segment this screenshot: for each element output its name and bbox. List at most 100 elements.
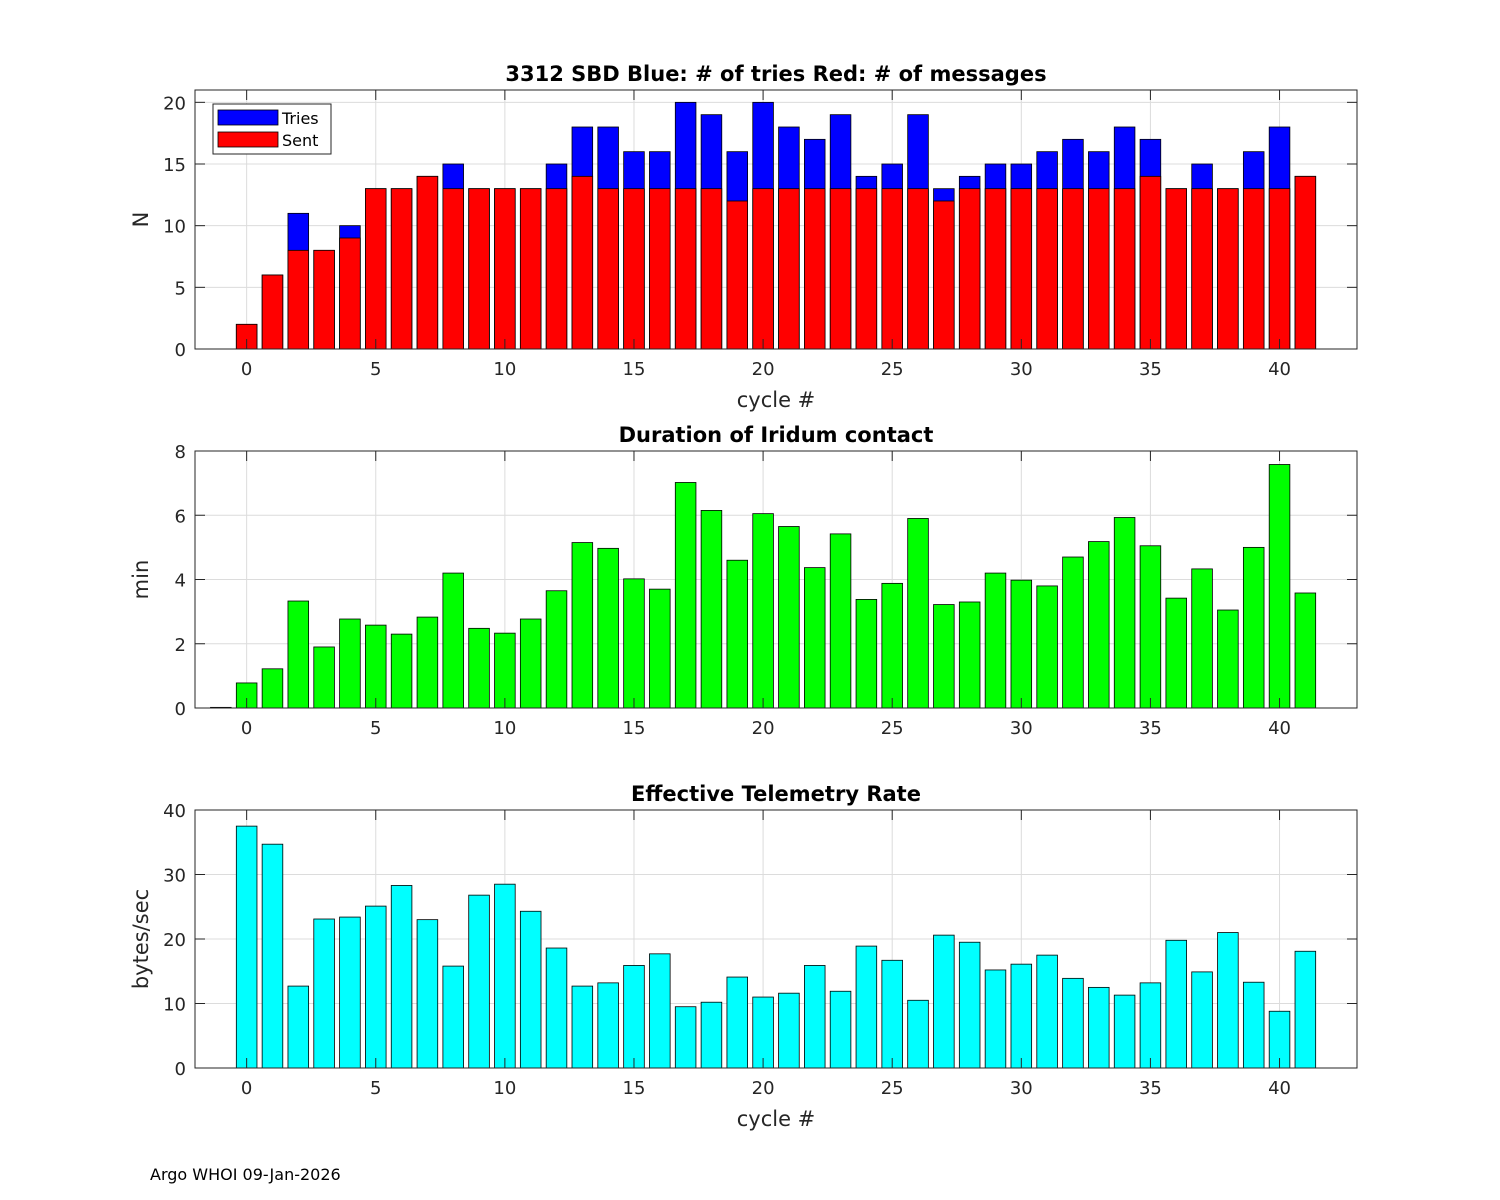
bar — [442, 572, 464, 709]
x-tick-label: 35 — [1139, 718, 1162, 739]
bar — [907, 999, 929, 1069]
bar — [1036, 585, 1058, 709]
x-tick-label: 15 — [623, 359, 646, 380]
bar — [933, 934, 955, 1069]
bar — [571, 542, 594, 709]
bar-sent — [907, 188, 929, 350]
y-axis-label: bytes/sec — [129, 889, 153, 989]
bar — [804, 965, 826, 1069]
bar — [1165, 939, 1187, 1069]
bar — [1242, 981, 1265, 1069]
bar — [390, 885, 413, 1069]
bar-sent — [855, 188, 878, 350]
bar — [1217, 932, 1239, 1069]
bar — [855, 945, 878, 1069]
bar-sent — [545, 188, 568, 350]
bar-sent — [1036, 188, 1058, 350]
x-tick-label: 20 — [752, 1078, 775, 1099]
chart-title: Duration of Iridum contact — [619, 423, 934, 447]
bar — [545, 590, 568, 709]
bar — [829, 533, 852, 709]
bar-sent — [1165, 188, 1187, 350]
x-tick-label: 35 — [1139, 1078, 1162, 1099]
footer-credit: Argo WHOI 09-Jan-2026 — [150, 1165, 341, 1184]
x-tick-label: 15 — [623, 1078, 646, 1099]
x-axis-label: cycle # — [737, 1107, 816, 1131]
bar — [881, 582, 903, 709]
y-tick-label: 8 — [175, 442, 186, 463]
x-tick-label: 40 — [1268, 359, 1291, 380]
bar — [494, 632, 516, 709]
y-tick-label: 6 — [175, 506, 186, 527]
chart-panel-1: 0 5 10 15 20 25 30 35 40 0 5 10 15 20 3312 SBD Blue: #… — [129, 62, 1358, 412]
bar — [623, 578, 645, 709]
bar — [933, 604, 955, 709]
bar — [390, 633, 413, 709]
bar-sent — [416, 175, 439, 350]
bar-sent — [1139, 175, 1162, 350]
bar-sent — [958, 188, 981, 350]
bar — [623, 965, 645, 1069]
bar-sent — [623, 188, 645, 350]
bar — [958, 601, 981, 709]
bar-sent — [261, 274, 284, 350]
bar — [855, 599, 878, 709]
bar — [1062, 556, 1084, 709]
bar — [1113, 517, 1136, 709]
x-tick-label: 20 — [752, 718, 775, 739]
bar-sent — [1294, 175, 1317, 350]
legend-label-sent: Sent — [282, 131, 318, 150]
legend: Tries Sent — [212, 103, 332, 155]
bar-sent — [804, 188, 826, 350]
bar — [416, 616, 439, 709]
bar — [519, 910, 542, 1069]
bar-sent — [1010, 188, 1033, 350]
bar — [442, 965, 464, 1069]
bar — [261, 843, 284, 1069]
x-tick-label: 20 — [752, 359, 775, 380]
x-tick-label: 35 — [1139, 359, 1162, 380]
bar-sent — [287, 249, 310, 350]
bar-sent — [778, 188, 800, 350]
bar — [287, 600, 310, 709]
bar-sent — [1242, 188, 1265, 350]
bar — [313, 918, 335, 1069]
y-tick-label: 10 — [163, 217, 186, 238]
legend-swatch-tries — [217, 109, 279, 126]
bar — [804, 567, 826, 709]
x-tick-label: 0 — [241, 718, 252, 739]
x-tick-label: 25 — [881, 718, 904, 739]
bar — [984, 572, 1007, 709]
bar — [339, 618, 361, 709]
bar — [1062, 977, 1084, 1069]
x-tick-label: 5 — [370, 359, 381, 380]
x-tick-label: 10 — [493, 1078, 516, 1099]
bar — [1139, 545, 1162, 709]
y-tick-label: 40 — [163, 801, 186, 822]
y-tick-label: 10 — [163, 995, 186, 1016]
x-tick-label: 5 — [370, 718, 381, 739]
x-tick-label: 30 — [1010, 1078, 1033, 1099]
bar-sent — [649, 188, 671, 350]
bar — [1191, 971, 1213, 1069]
bar — [1217, 609, 1239, 709]
bar — [726, 559, 748, 709]
bar — [519, 618, 542, 709]
x-tick-label: 15 — [623, 718, 646, 739]
y-tick-label: 0 — [175, 1059, 186, 1080]
bar — [1191, 568, 1213, 709]
bar — [829, 990, 852, 1069]
bar — [674, 482, 697, 709]
bar — [674, 1006, 697, 1069]
bar — [649, 953, 671, 1069]
bar-sent — [700, 188, 723, 350]
bar-sent — [1191, 188, 1213, 350]
bar-sent — [829, 188, 852, 350]
bar — [1088, 986, 1110, 1069]
bar-sent — [984, 188, 1007, 350]
bar-sent — [390, 188, 413, 350]
bar — [649, 588, 671, 709]
x-tick-label: 0 — [241, 359, 252, 380]
bar — [1139, 982, 1162, 1069]
